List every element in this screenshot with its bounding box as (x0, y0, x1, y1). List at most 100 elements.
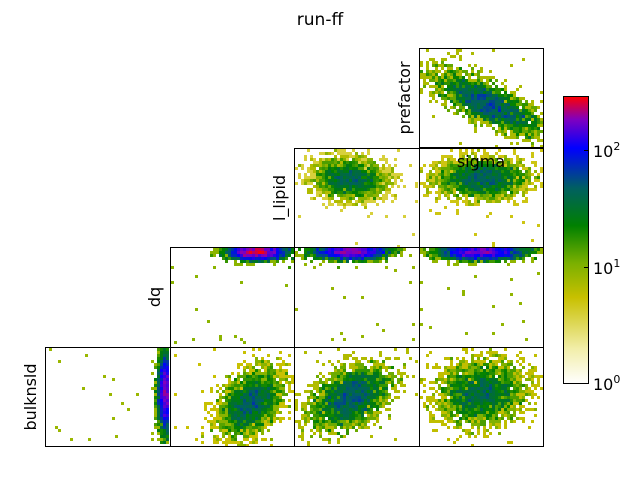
heatmap-cell (504, 423, 507, 426)
heatmap-cell (361, 393, 364, 396)
heatmap-cell (480, 194, 483, 197)
heatmap-cell (370, 369, 373, 372)
heatmap-cell (474, 203, 477, 206)
heatmap-cell (367, 257, 370, 260)
heatmap-cell (471, 94, 474, 97)
heatmap-cell (295, 420, 298, 423)
heatmap-cell (507, 179, 510, 182)
heatmap-cell (340, 363, 343, 366)
heatmap-cell (388, 372, 391, 375)
heatmap-cell (322, 375, 325, 378)
heatmap-cell (498, 118, 501, 121)
heatmap-cell (513, 254, 516, 257)
heatmap-cell (310, 167, 313, 170)
heatmap-cell (288, 384, 291, 387)
heatmap-cell (361, 417, 364, 420)
heatmap-cell (228, 387, 231, 390)
heatmap-cell (391, 366, 394, 369)
heatmap-cell (444, 103, 447, 106)
heatmap-cell (328, 188, 331, 191)
heatmap-cell (438, 212, 441, 215)
heatmap-cell (486, 381, 489, 384)
heatmap-cell (373, 399, 376, 402)
heatmap-cell (295, 251, 298, 254)
heatmap-cell (255, 411, 258, 414)
heatmap-cell (522, 121, 525, 124)
heatmap-cell (462, 411, 465, 414)
heatmap-cell (444, 185, 447, 188)
heatmap-cell (325, 396, 328, 399)
heatmap-cell (534, 161, 537, 164)
heatmap-cell (477, 411, 480, 414)
heatmap-cell (355, 200, 358, 203)
heatmap-cell (255, 408, 258, 411)
heatmap-cell (495, 158, 498, 161)
heatmap-cell (373, 188, 376, 191)
heatmap-cell (468, 393, 471, 396)
heatmap-cell (501, 167, 504, 170)
heatmap-cell (328, 387, 331, 390)
heatmap-cell (276, 396, 279, 399)
heatmap-cell (252, 366, 255, 369)
heatmap-cell (382, 393, 385, 396)
heatmap-cell (157, 378, 160, 381)
heatmap-cell (492, 155, 495, 158)
heatmap-cell (307, 417, 310, 420)
heatmap-cell (364, 191, 367, 194)
heatmap-cell (349, 420, 352, 423)
heatmap-cell (391, 375, 394, 378)
heatmap-cell (391, 185, 394, 188)
heatmap-cell (474, 176, 477, 179)
heatmap-cell (304, 176, 307, 179)
heatmap-cell (540, 170, 543, 173)
heatmap-cell (498, 91, 501, 94)
heatmap-cell (337, 414, 340, 417)
heatmap-cell (531, 251, 534, 254)
heatmap-cell (429, 76, 432, 79)
heatmap-cell (346, 248, 349, 251)
heatmap-cell (432, 182, 435, 185)
heatmap-cell (352, 164, 355, 167)
heatmap-cell (234, 254, 237, 257)
heatmap-cell (379, 191, 382, 194)
heatmap-cell (355, 164, 358, 167)
heatmap-cell (444, 396, 447, 399)
heatmap-cell (337, 194, 340, 197)
heatmap-cell (522, 127, 525, 130)
heatmap-cell (528, 248, 531, 251)
heatmap-cell (510, 103, 513, 106)
heatmap-cell (534, 127, 537, 130)
heatmap-cell (222, 426, 225, 429)
heatmap-cell (319, 179, 322, 182)
heatmap-cell (343, 152, 346, 155)
heatmap-cell (534, 188, 537, 191)
heatmap-cell (412, 375, 415, 378)
heatmap-cell (255, 384, 258, 387)
heatmap-cell (349, 393, 352, 396)
heatmap-cell (540, 130, 543, 133)
heatmap-cell (307, 441, 310, 444)
heatmap-cell (237, 393, 240, 396)
heatmap-cell (477, 426, 480, 429)
heatmap-cell (352, 155, 355, 158)
heatmap-cell (382, 378, 385, 381)
heatmap-cell (246, 396, 249, 399)
heatmap-cell (507, 188, 510, 191)
heatmap-cell (319, 390, 322, 393)
heatmap-cell (447, 390, 450, 393)
heatmap-cell (489, 426, 492, 429)
heatmap-cell (501, 411, 504, 414)
heatmap-cell (456, 70, 459, 73)
heatmap-cell (319, 378, 322, 381)
heatmap-cell (240, 248, 243, 251)
heatmap-cell (504, 366, 507, 369)
heatmap-cell (358, 393, 361, 396)
heatmap-cell (453, 426, 456, 429)
heatmap-cell (364, 417, 367, 420)
heatmap-cell (483, 176, 486, 179)
heatmap-cell (483, 254, 486, 257)
heatmap-cell (379, 182, 382, 185)
heatmap-cell (334, 405, 337, 408)
heatmap-cell (462, 155, 465, 158)
heatmap-cell (367, 408, 370, 411)
